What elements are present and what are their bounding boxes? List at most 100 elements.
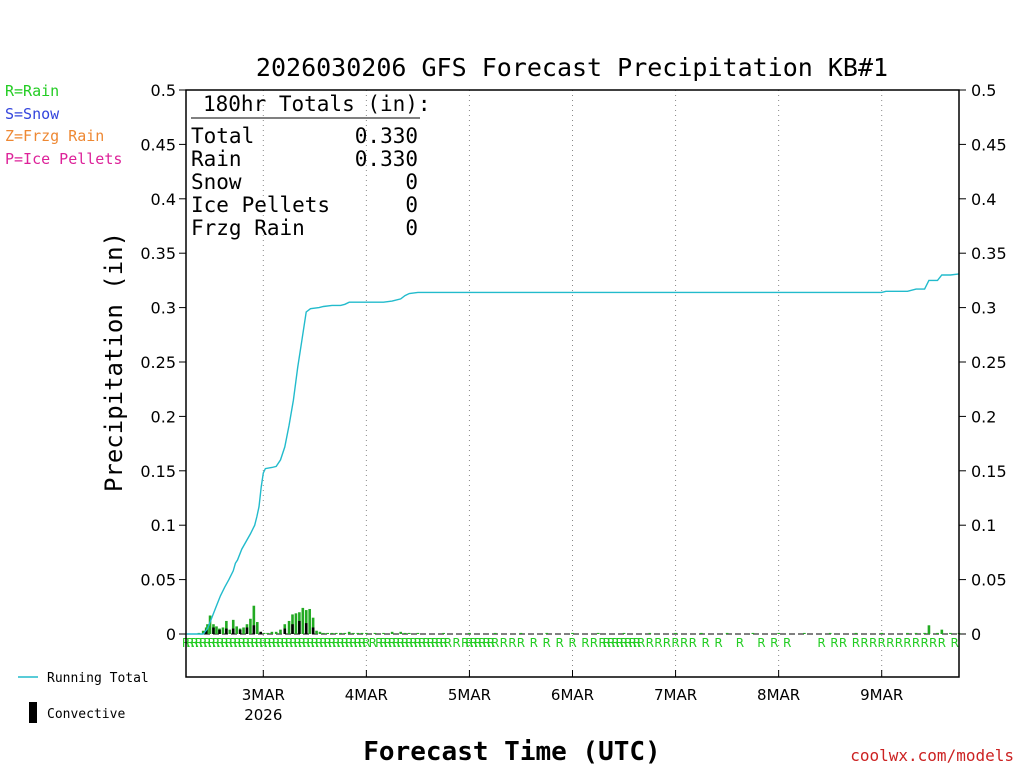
precip-type-marker: R xyxy=(633,636,641,650)
precip-type-marker: R xyxy=(212,636,220,650)
precip-bar xyxy=(201,630,205,634)
precip-bar xyxy=(221,627,225,634)
precip-type-marker: R xyxy=(590,636,598,650)
precip-type-marker: R xyxy=(409,636,417,650)
y-tick-label-right: 0.2 xyxy=(971,407,996,426)
precip-bar xyxy=(301,607,305,634)
x-tick-label: 7MAR xyxy=(654,686,697,704)
precip-bar xyxy=(416,632,420,634)
precip-bar xyxy=(294,613,298,634)
precip-type-marker: R xyxy=(431,636,439,650)
precip-type-marker: R xyxy=(886,636,894,650)
y-tick-label-left: 0 xyxy=(166,625,176,644)
precip-bar xyxy=(923,632,926,634)
precip-bar xyxy=(880,632,883,634)
precip-type-marker: R xyxy=(186,636,194,650)
precip-type-marker: R xyxy=(388,636,396,650)
precip-bar xyxy=(408,632,411,634)
y-tick-label-left: 0.4 xyxy=(151,190,176,209)
precip-type-marker: R xyxy=(418,636,426,650)
precip-type-marker: R xyxy=(663,636,671,650)
precip-type-marker: R xyxy=(293,636,301,650)
y-tick-label-left: 0.35 xyxy=(140,244,176,263)
precip-bar xyxy=(936,632,939,634)
precip-bar xyxy=(803,632,806,634)
precip-bar xyxy=(927,625,931,634)
precip-type-marker: R xyxy=(216,636,224,650)
precip-type-marker: R xyxy=(628,636,636,650)
precip-bar xyxy=(519,632,523,634)
precip-type-marker: R xyxy=(839,636,847,650)
precip-type-marker: R xyxy=(878,636,886,650)
precip-type-marker: R xyxy=(603,636,611,650)
y-tick-label-right: 0.45 xyxy=(971,135,1007,154)
precip-type-marker: R xyxy=(689,636,697,650)
precip-bar xyxy=(262,632,266,634)
precip-type-marker: R xyxy=(491,636,499,650)
y-tick-label-right: 0.35 xyxy=(971,244,1007,263)
precip-bar xyxy=(270,631,274,634)
precip-type-marker: R xyxy=(229,636,237,650)
precip-type-marker: R xyxy=(555,636,563,650)
precip-type-marker: R xyxy=(938,636,946,650)
precip-type-marker: R xyxy=(482,636,490,650)
precip-type-marker: R xyxy=(369,636,377,650)
precip-type-marker: R xyxy=(225,636,233,650)
precip-type-marker: R xyxy=(251,636,259,650)
precip-type-marker: R xyxy=(285,636,293,650)
y-tick-label-left: 0.1 xyxy=(151,516,176,535)
y-tick-label-left: 0.3 xyxy=(151,299,176,318)
precip-type-marker: R xyxy=(289,636,297,650)
precip-type-marker: R xyxy=(830,636,838,650)
precip-type-marker: R xyxy=(354,636,362,650)
precip-bar xyxy=(231,619,235,634)
x-tick-sublabel: 2026 xyxy=(244,706,282,724)
precip-type-marker: R xyxy=(568,636,576,650)
precip-type-marker: R xyxy=(929,636,937,650)
precip-bar xyxy=(493,632,497,634)
precip-bar xyxy=(352,632,355,634)
precip-bar xyxy=(360,632,364,634)
convective-bar xyxy=(311,627,315,634)
precip-bar xyxy=(322,632,325,634)
precip-type-marker: R xyxy=(263,636,271,650)
totals-label-snow: Snow xyxy=(191,170,242,194)
y-tick-label-right: 0.3 xyxy=(971,299,996,318)
precip-type-marker: R xyxy=(208,636,216,650)
precip-bar xyxy=(468,632,471,634)
precip-type-marker: R xyxy=(478,636,486,650)
precip-bar xyxy=(914,632,918,634)
precip-bar xyxy=(235,626,238,634)
precip-bar xyxy=(242,627,245,634)
precip-bar xyxy=(330,632,334,634)
precip-type-marker: R xyxy=(401,636,409,650)
precip-type-marker: R xyxy=(242,636,250,650)
totals-value-total: 0.330 xyxy=(355,124,418,148)
precip-type-marker: R xyxy=(349,636,357,650)
precip-type-marker: R xyxy=(220,636,228,650)
grid-lines xyxy=(186,90,959,677)
precip-type-marker: R xyxy=(637,636,645,650)
precip-bar xyxy=(287,620,291,634)
precip-bar xyxy=(311,617,315,634)
precip-bar xyxy=(304,610,308,634)
precip-bar xyxy=(622,632,626,634)
precip-bar xyxy=(215,626,218,634)
precip-type-marker: R xyxy=(392,636,400,650)
precip-type-marker: R xyxy=(671,636,679,650)
convective-bar xyxy=(238,629,242,634)
running-total-line xyxy=(186,273,960,635)
precip-bar xyxy=(339,632,342,634)
precip-type-marker: R xyxy=(530,636,538,650)
precip-type-marker: R xyxy=(646,636,654,650)
precip-type-marker: R xyxy=(190,636,198,650)
precip-bar xyxy=(571,632,574,634)
precip-type-marker: R xyxy=(281,636,289,650)
precip-type-marker: R xyxy=(736,636,744,650)
precip-type-marker: R xyxy=(199,636,207,650)
ptype-legend: R=Rain S=Snow Z=Frzg Rain P=Ice Pellets xyxy=(5,82,122,168)
precip-bar xyxy=(906,632,909,634)
precip-type-marker: R xyxy=(414,636,422,650)
x-tick-label: 3MAR xyxy=(242,686,285,704)
